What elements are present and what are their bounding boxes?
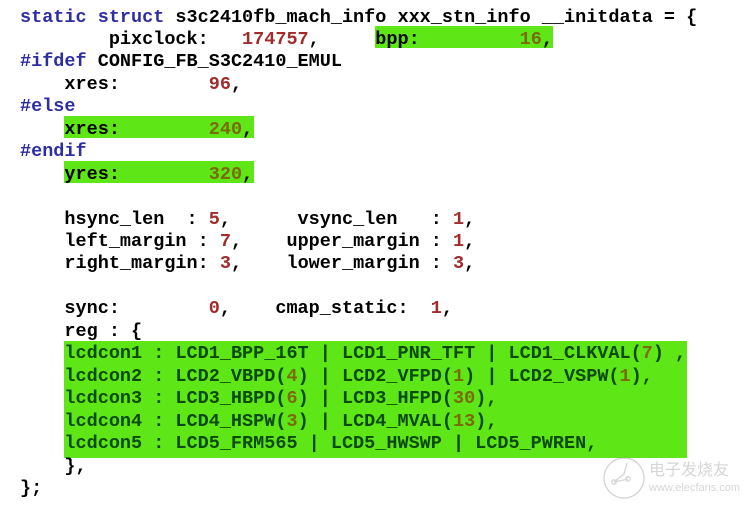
svg-text:电子发烧友: 电子发烧友 [649,461,729,479]
svg-text:www.elecfans.com: www.elecfans.com [648,482,740,494]
